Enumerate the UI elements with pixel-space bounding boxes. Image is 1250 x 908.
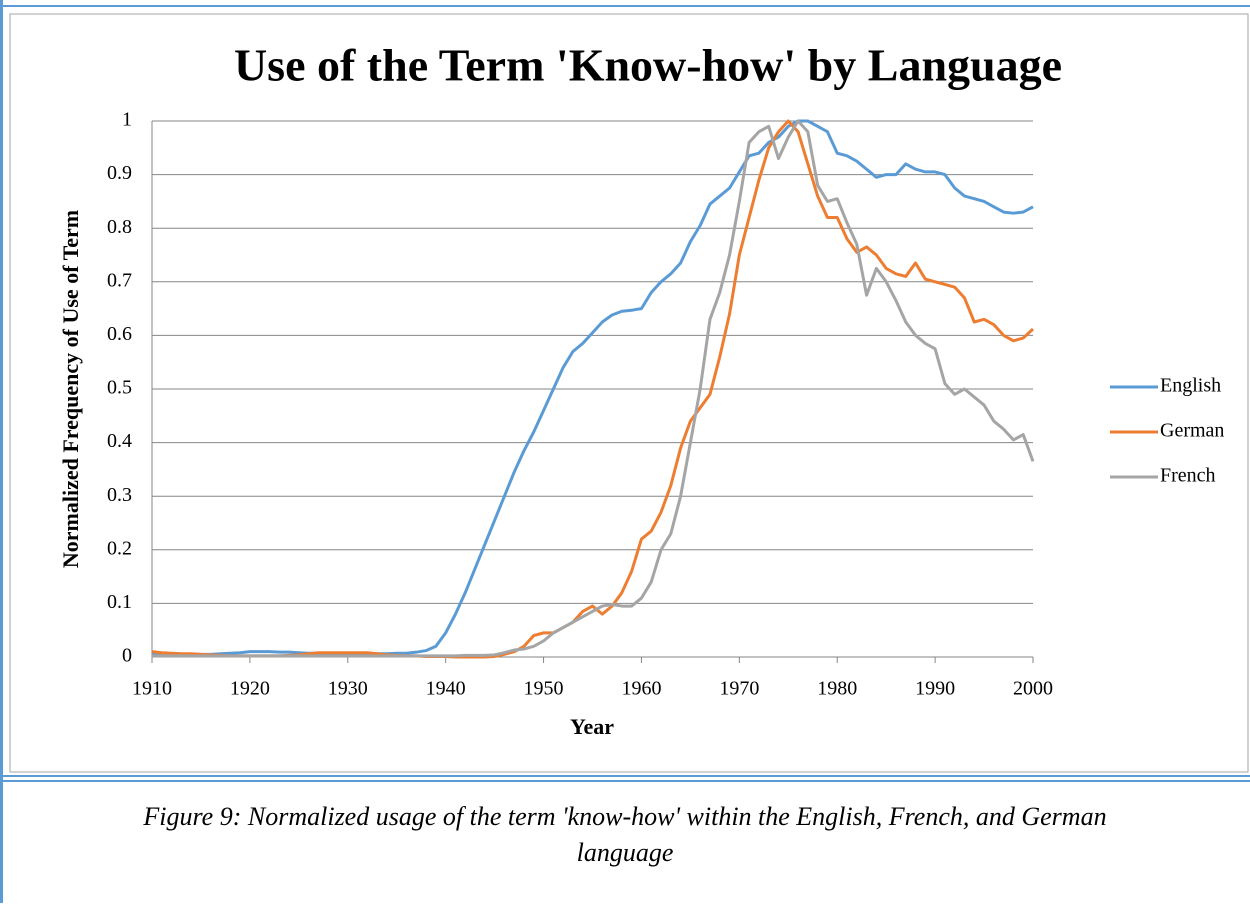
x-tick-label: 1920 bbox=[230, 678, 270, 700]
y-tick-label: 0 bbox=[122, 645, 132, 667]
x-tick-label: 2000 bbox=[1013, 678, 1053, 700]
legend-label: English bbox=[1160, 375, 1221, 397]
x-tick-label: 1970 bbox=[719, 678, 759, 700]
caption: language bbox=[577, 838, 674, 867]
y-tick-label: 0.6 bbox=[107, 323, 132, 345]
y-tick-label: 0.5 bbox=[107, 377, 132, 399]
series-line bbox=[152, 119, 1034, 656]
legend-label: French bbox=[1160, 465, 1216, 487]
y-tick-label: 0.3 bbox=[107, 484, 132, 506]
y-axis-label: Normalized Frequency of Use of Term bbox=[58, 210, 83, 568]
y-tick-label: 0.4 bbox=[107, 430, 132, 452]
chart-frame bbox=[9, 13, 1249, 773]
x-tick-label: 1950 bbox=[524, 678, 564, 700]
x-axis-label: Year bbox=[570, 714, 614, 739]
y-tick-label: 1 bbox=[122, 109, 132, 131]
x-tick-label: 1960 bbox=[621, 678, 661, 700]
y-tick-label: 0.9 bbox=[107, 162, 132, 184]
x-tick-label: 1910 bbox=[132, 678, 172, 700]
caption: Figure 9: Normalized usage of the term '… bbox=[142, 802, 1106, 831]
chart-title: Use of the Term 'Know-how' by Language bbox=[234, 40, 1062, 91]
y-tick-label: 0.7 bbox=[107, 269, 132, 291]
y-tick-label: 0.1 bbox=[107, 591, 132, 613]
legend-label: German bbox=[1160, 420, 1224, 442]
y-tick-label: 0.2 bbox=[107, 537, 132, 559]
x-tick-label: 1990 bbox=[915, 678, 955, 700]
series-line bbox=[152, 119, 1035, 658]
y-tick-label: 0.8 bbox=[107, 216, 132, 238]
x-tick-label: 1930 bbox=[328, 678, 368, 700]
x-tick-label: 1940 bbox=[426, 678, 466, 700]
x-tick-label: 1980 bbox=[817, 678, 857, 700]
